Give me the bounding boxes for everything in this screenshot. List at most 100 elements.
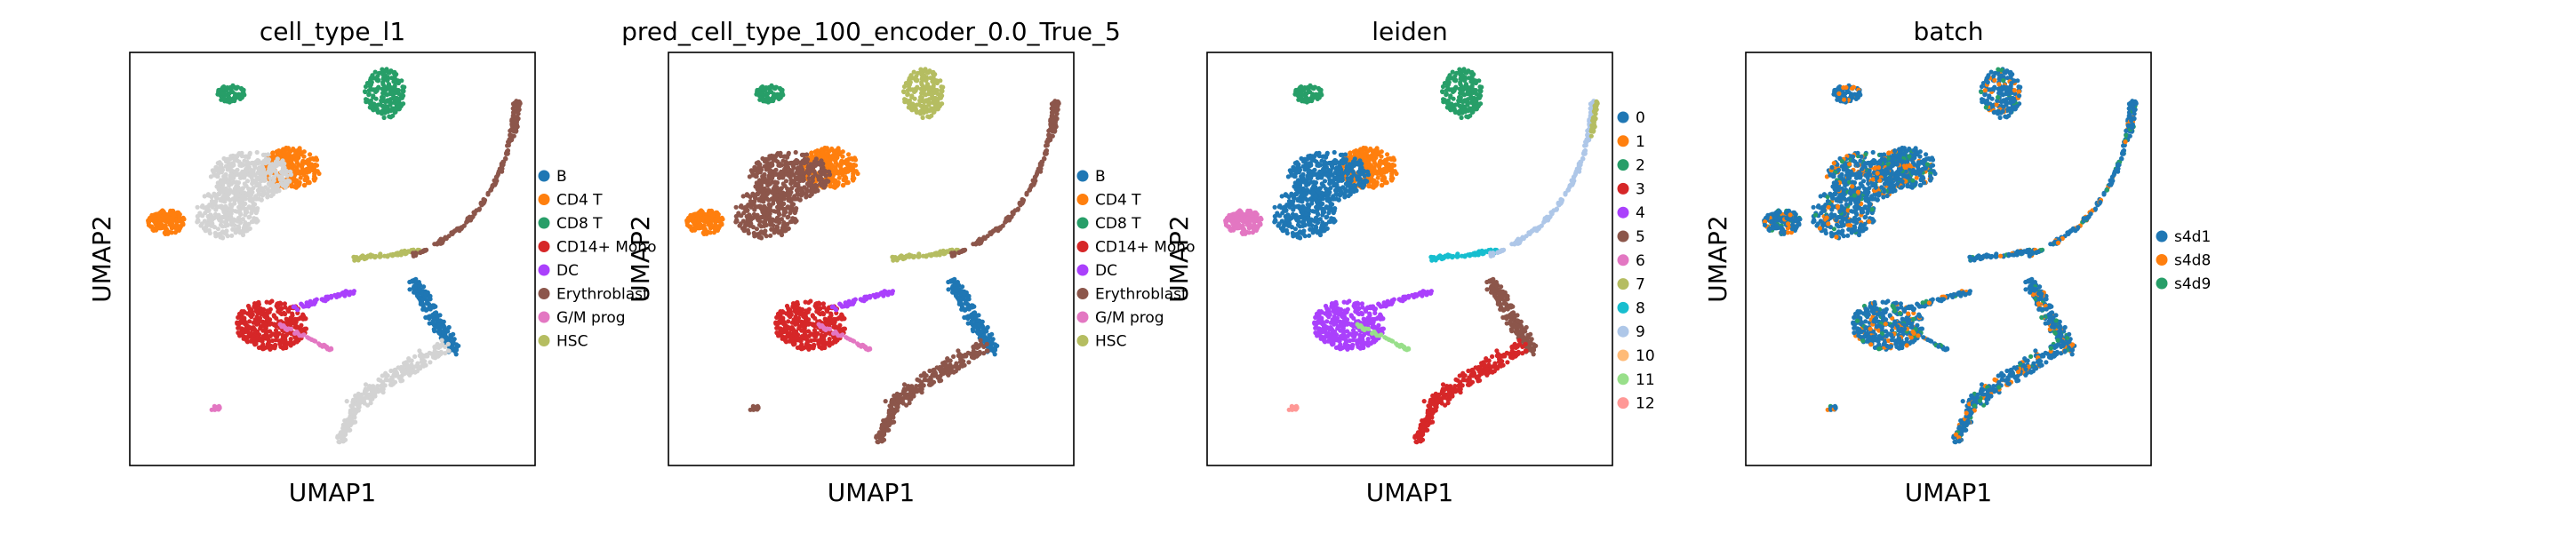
data-point xyxy=(976,313,981,318)
data-point xyxy=(690,226,695,231)
data-point xyxy=(209,198,214,204)
data-point xyxy=(363,388,368,394)
data-point xyxy=(433,355,438,361)
data-point xyxy=(342,431,348,436)
data-point xyxy=(453,227,459,233)
data-point xyxy=(773,84,780,90)
data-point xyxy=(969,319,974,324)
legend-label: DC xyxy=(556,262,579,280)
data-point xyxy=(420,306,427,312)
data-point xyxy=(388,100,394,106)
data-point xyxy=(375,74,380,79)
data-point xyxy=(946,367,951,372)
data-point xyxy=(348,410,353,416)
data-point xyxy=(242,175,247,180)
data-point xyxy=(909,253,915,259)
data-point xyxy=(236,314,241,320)
data-point xyxy=(733,204,739,210)
data-point xyxy=(822,179,828,184)
legend-marker xyxy=(538,335,550,346)
data-point xyxy=(919,82,924,87)
data-point xyxy=(779,205,785,211)
data-point xyxy=(389,91,395,96)
data-point xyxy=(915,377,920,382)
data-point xyxy=(787,330,792,336)
data-point xyxy=(837,301,843,306)
data-point xyxy=(295,307,300,313)
data-point xyxy=(992,347,998,353)
data-point xyxy=(371,94,376,99)
data-point xyxy=(829,154,835,159)
data-point xyxy=(383,370,388,376)
data-point xyxy=(273,338,278,343)
data-point xyxy=(240,232,246,238)
data-point xyxy=(954,361,959,366)
data-point xyxy=(688,212,693,218)
data-point xyxy=(821,305,827,310)
data-point xyxy=(196,219,201,224)
data-point xyxy=(387,70,392,76)
data-point xyxy=(244,338,250,344)
data-point xyxy=(975,330,980,336)
data-point xyxy=(740,205,746,211)
data-point xyxy=(901,84,908,90)
data-point xyxy=(233,189,238,195)
data-point xyxy=(922,370,927,376)
data-point xyxy=(783,338,788,344)
data-point xyxy=(410,278,415,283)
data-point xyxy=(297,147,302,153)
data-point xyxy=(692,219,697,225)
data-point xyxy=(263,325,268,330)
data-point xyxy=(273,323,279,329)
data-point xyxy=(223,231,228,236)
data-point xyxy=(1036,167,1042,172)
data-point xyxy=(236,193,241,198)
data-point xyxy=(201,226,206,231)
data-point xyxy=(796,165,801,171)
data-point xyxy=(235,84,241,90)
data-point xyxy=(780,170,785,175)
data-point xyxy=(821,185,827,190)
data-point xyxy=(923,108,928,114)
data-point xyxy=(434,324,439,330)
data-point xyxy=(258,306,263,311)
data-point xyxy=(777,94,782,100)
data-point xyxy=(432,242,437,247)
data-point xyxy=(740,226,746,231)
data-point xyxy=(813,182,819,188)
data-point xyxy=(260,338,265,344)
data-point xyxy=(298,175,303,180)
data-point xyxy=(998,225,1004,230)
data-point xyxy=(874,291,879,298)
data-point xyxy=(929,96,935,101)
data-point xyxy=(972,310,978,315)
data-point xyxy=(937,104,942,109)
data-point xyxy=(312,173,317,179)
data-point xyxy=(450,231,455,236)
data-point xyxy=(779,333,784,338)
data-point xyxy=(241,227,246,234)
data-point xyxy=(292,163,297,169)
data-point xyxy=(938,373,943,378)
data-point xyxy=(909,94,915,99)
data-point xyxy=(158,217,164,223)
data-point xyxy=(289,184,294,189)
data-point xyxy=(827,337,832,342)
data-point xyxy=(812,163,817,169)
data-point xyxy=(256,299,261,305)
data-point xyxy=(799,334,804,339)
data-point xyxy=(278,162,284,167)
data-point xyxy=(364,98,370,103)
data-point xyxy=(151,226,156,231)
data-point xyxy=(901,388,907,394)
data-point xyxy=(516,107,521,113)
data-point xyxy=(209,195,214,200)
data-point xyxy=(227,91,232,96)
data-point xyxy=(376,85,381,91)
data-point xyxy=(781,154,787,159)
data-point xyxy=(753,204,758,210)
data-point xyxy=(372,387,378,393)
data-point xyxy=(790,172,796,178)
data-point xyxy=(239,163,244,168)
data-point xyxy=(772,184,778,189)
